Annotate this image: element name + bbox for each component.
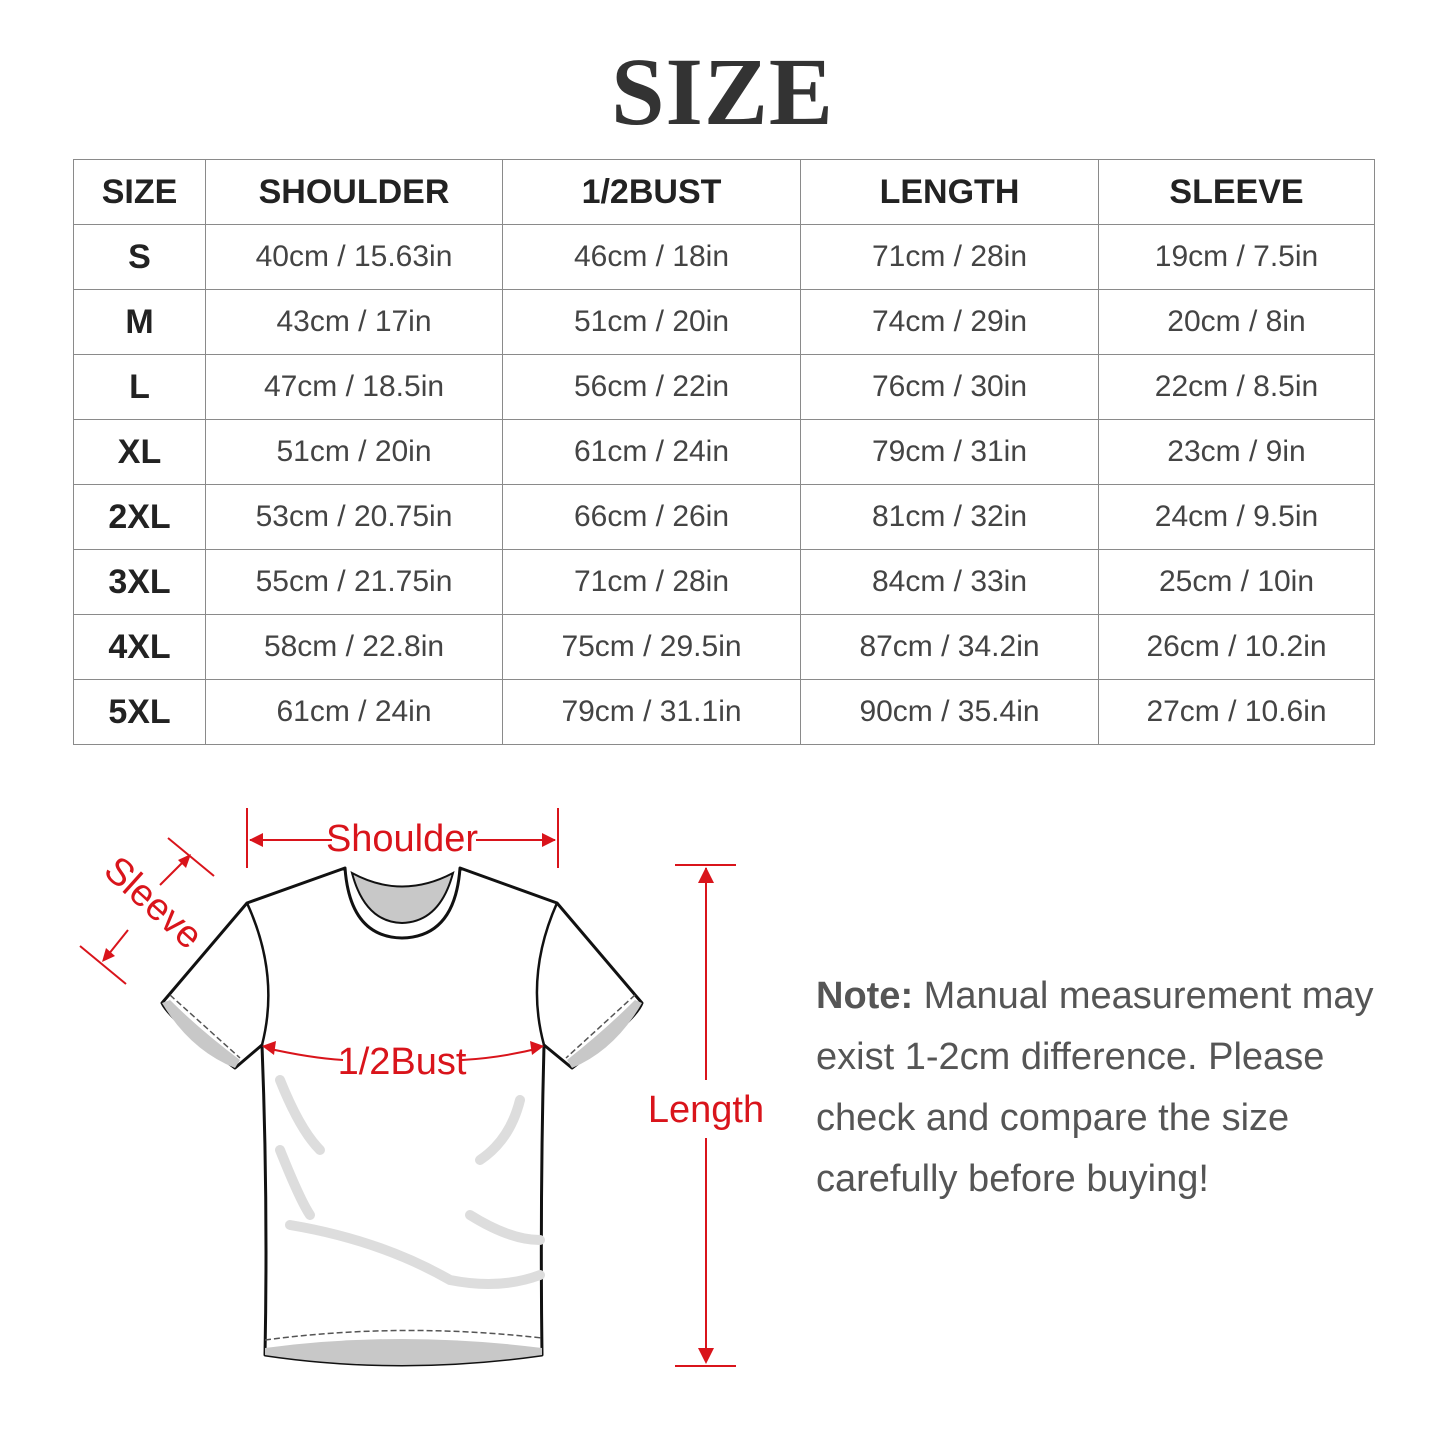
sleeve-cell: 19cm / 7.5in	[1098, 224, 1375, 290]
shoulder-measure	[246, 808, 559, 868]
bust-cell: 51cm / 20in	[502, 289, 801, 355]
bust-cell: 61cm / 24in	[502, 419, 801, 485]
page-title: SIZE	[611, 38, 834, 145]
length-measure	[675, 864, 736, 1367]
sleeve-cell: 23cm / 9in	[1098, 419, 1375, 485]
sleeve-cell: 26cm / 10.2in	[1098, 614, 1375, 680]
size-cell: 3XL	[73, 549, 206, 615]
shoulder-cell: 53cm / 20.75in	[205, 484, 503, 550]
shoulder-cell: 40cm / 15.63in	[205, 224, 503, 290]
length-cell: 84cm / 33in	[800, 549, 1099, 615]
table-row: M 43cm / 17in 51cm / 20in 74cm / 29in 20cm /…	[73, 289, 1375, 355]
note-label: Note:	[816, 975, 914, 1017]
shoulder-cell: 58cm / 22.8in	[205, 614, 503, 680]
length-cell: 76cm / 30in	[800, 354, 1099, 420]
shoulder-cell: 61cm / 24in	[205, 679, 503, 745]
size-cell: M	[73, 289, 206, 355]
length-cell: 81cm / 32in	[800, 484, 1099, 550]
bust-cell: 79cm / 31.1in	[502, 679, 801, 745]
header-sleeve: SLEEVE	[1098, 159, 1375, 225]
size-table: SIZE SHOULDER 1/2BUST LENGTH SLEEVE S 40c…	[73, 159, 1375, 745]
size-cell: 5XL	[73, 679, 206, 745]
length-cell: 90cm / 35.4in	[800, 679, 1099, 745]
size-cell: 4XL	[73, 614, 206, 680]
measurement-note: Note: Manual measurement may exist 1-2cm…	[816, 966, 1376, 1210]
sleeve-cell: 22cm / 8.5in	[1098, 354, 1375, 420]
header-size: SIZE	[73, 159, 206, 225]
table-row: XL 51cm / 20in 61cm / 24in 79cm / 31in 23cm …	[73, 419, 1375, 485]
sleeve-measure	[79, 837, 215, 985]
table-row: 3XL 55cm / 21.75in 71cm / 28in 84cm / 33in 2…	[73, 549, 1375, 615]
shoulder-cell: 55cm / 21.75in	[205, 549, 503, 615]
tshirt-illustration	[160, 866, 644, 1367]
length-label: Length	[648, 1089, 764, 1131]
sleeve-cell: 20cm / 8in	[1098, 289, 1375, 355]
length-cell: 79cm / 31in	[800, 419, 1099, 485]
size-cell: S	[73, 224, 206, 290]
table-row: 5XL 61cm / 24in 79cm / 31.1in 90cm / 35.4in…	[73, 679, 1375, 745]
table-row: 2XL 53cm / 20.75in 66cm / 26in 81cm / 32in 2…	[73, 484, 1375, 550]
bust-cell: 46cm / 18in	[502, 224, 801, 290]
table-row: L 47cm / 18.5in 56cm / 22in 76cm / 30in 22cm…	[73, 354, 1375, 420]
table-header-row: SIZE SHOULDER 1/2BUST LENGTH SLEEVE	[73, 159, 1375, 225]
size-cell: L	[73, 354, 206, 420]
shoulder-label: Shoulder	[326, 818, 478, 860]
header-length: LENGTH	[800, 159, 1099, 225]
sleeve-label: Sleeve	[96, 849, 210, 958]
bust-cell: 71cm / 28in	[502, 549, 801, 615]
size-cell: 2XL	[73, 484, 206, 550]
sleeve-cell: 25cm / 10in	[1098, 549, 1375, 615]
sleeve-cell: 27cm / 10.6in	[1098, 679, 1375, 745]
bust-cell: 75cm / 29.5in	[502, 614, 801, 680]
shoulder-cell: 51cm / 20in	[205, 419, 503, 485]
header-bust: 1/2BUST	[502, 159, 801, 225]
bust-measure	[262, 1041, 544, 1061]
bust-label: 1/2Bust	[338, 1041, 467, 1083]
bust-cell: 56cm / 22in	[502, 354, 801, 420]
length-cell: 74cm / 29in	[800, 289, 1099, 355]
shoulder-cell: 47cm / 18.5in	[205, 354, 503, 420]
table-row: S 40cm / 15.63in 46cm / 18in 71cm / 28in 19c…	[73, 224, 1375, 290]
sleeve-cell: 24cm / 9.5in	[1098, 484, 1375, 550]
note-text: Manual measurement may exist 1-2cm diffe…	[816, 975, 1374, 1200]
bust-cell: 66cm / 26in	[502, 484, 801, 550]
shoulder-cell: 43cm / 17in	[205, 289, 503, 355]
